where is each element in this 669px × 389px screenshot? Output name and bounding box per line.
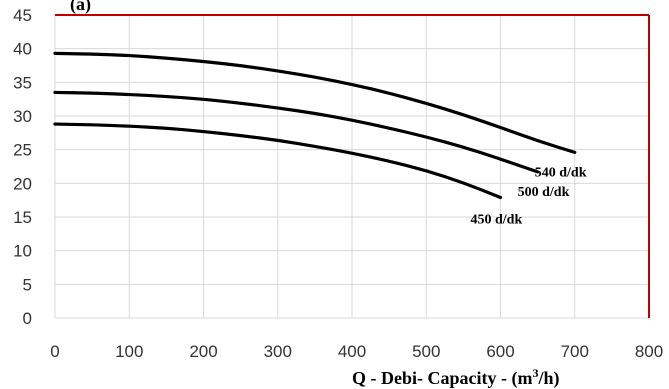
x-tick-label-7: 700 <box>561 342 589 361</box>
x-tick-label-0: 0 <box>50 342 59 361</box>
curve-label-2: 450 d/dk <box>471 212 523 227</box>
curve-labels: 540 d/dk 500 d/dk 450 d/dk <box>471 165 587 227</box>
y-tick-label-1: 5 <box>23 275 32 294</box>
y-tick-label-8: 40 <box>13 40 32 59</box>
x-tick-label-5: 500 <box>412 342 440 361</box>
y-tick-label-3: 15 <box>13 208 32 227</box>
x-tick-label-1: 100 <box>115 342 143 361</box>
y-axis-ticks: 0 5 10 15 20 25 30 35 40 45 <box>13 6 32 328</box>
x-tick-label-3: 300 <box>264 342 292 361</box>
curve-0 <box>53 51 577 154</box>
x-tick-label-6: 600 <box>486 342 514 361</box>
y-tick-label-9: 45 <box>13 6 32 25</box>
y-tick-label-5: 25 <box>13 141 32 160</box>
y-tick-label-0: 0 <box>23 309 32 328</box>
y-tick-label-4: 20 <box>13 174 32 193</box>
y-tick-label-7: 35 <box>13 73 32 92</box>
x-tick-label-8: 800 <box>635 342 663 361</box>
x-tick-label-4: 400 <box>338 342 366 361</box>
plot-frame <box>55 14 650 318</box>
x-tick-label-2: 200 <box>189 342 217 361</box>
curve-label-1: 500 d/dk <box>518 185 570 200</box>
y-tick-label-2: 10 <box>13 242 32 261</box>
y-tick-label-6: 30 <box>13 107 32 126</box>
x-axis-label: Q - Debi- Capacity - (m3/h) <box>352 366 559 389</box>
curve-label-0: 540 d/dk <box>535 165 587 180</box>
x-axis-ticks: 0 100 200 300 400 500 600 700 800 <box>50 342 663 361</box>
curve-1 <box>53 90 540 174</box>
curve-2 <box>53 122 503 200</box>
partial-header-label: (a) <box>70 0 91 15</box>
curves <box>53 51 577 200</box>
grid-lines <box>54 14 650 319</box>
